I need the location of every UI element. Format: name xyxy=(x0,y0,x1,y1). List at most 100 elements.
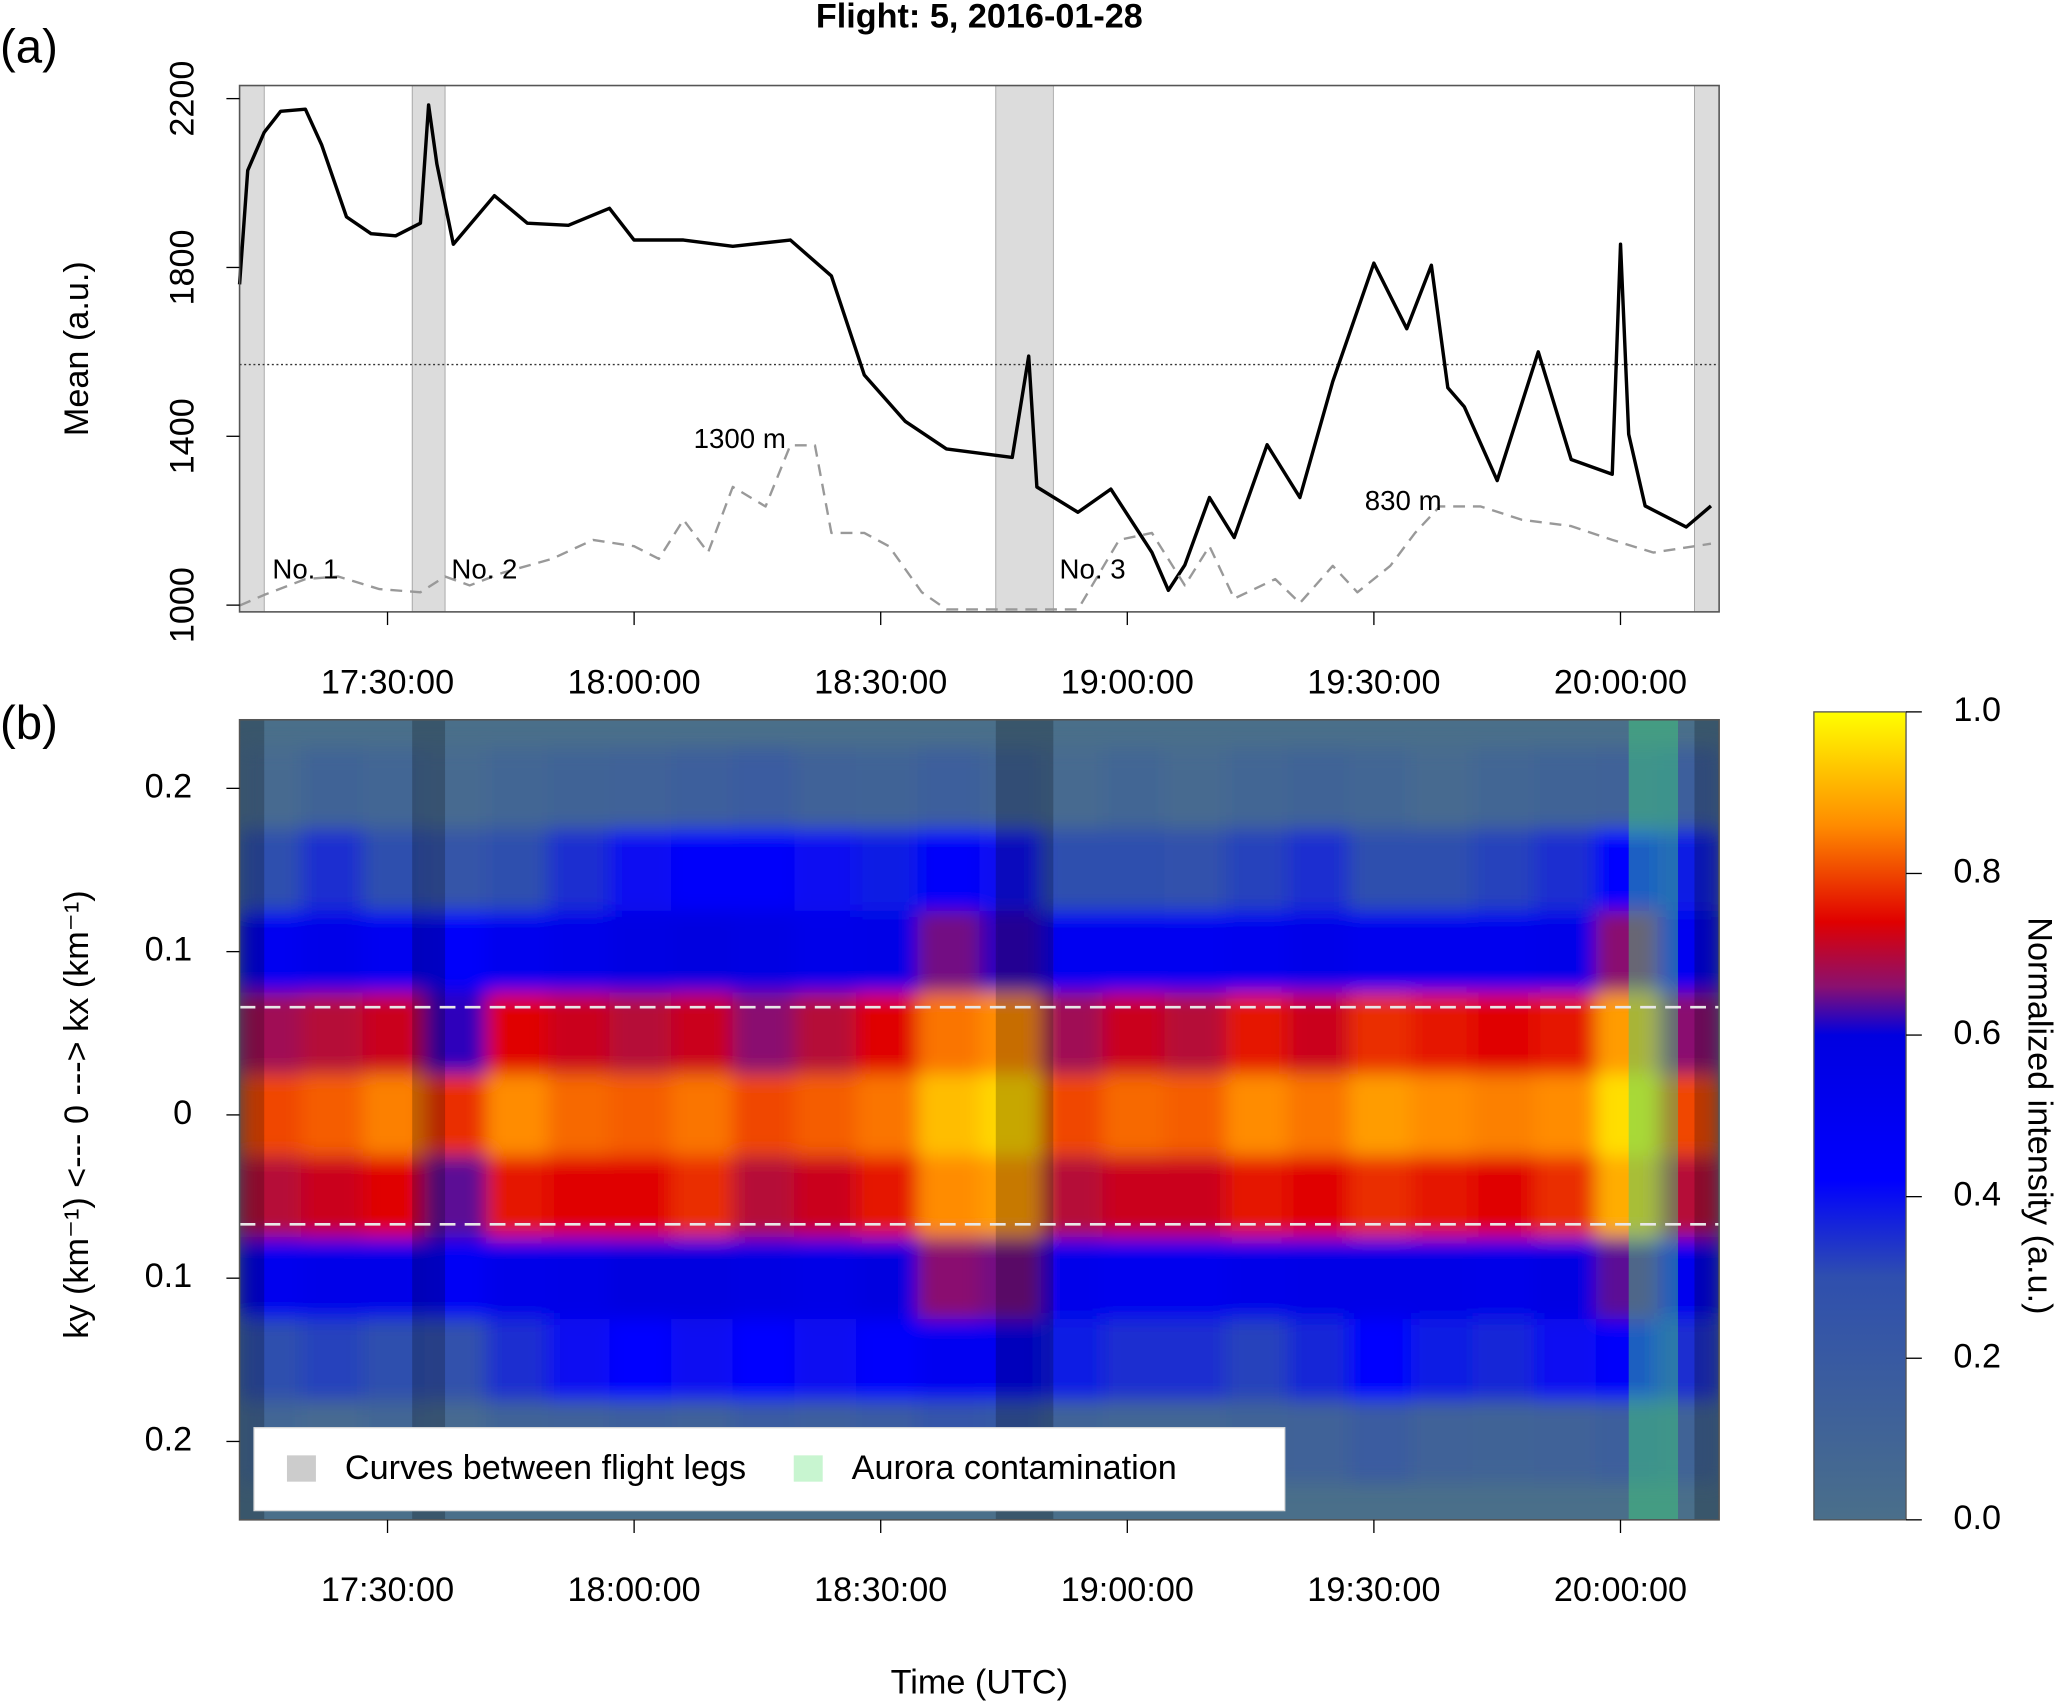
heatmap-cell xyxy=(547,1237,611,1320)
heatmap-cell xyxy=(1595,1400,1659,1483)
heatmap-cell xyxy=(547,747,611,830)
heatmap-cell xyxy=(671,1074,734,1157)
heatmap-cell xyxy=(609,1319,672,1402)
heatmap-cell xyxy=(979,747,1042,830)
heatmap-cell xyxy=(856,1237,919,1320)
heatmap-cell xyxy=(1534,910,1597,994)
heatmap-cell xyxy=(794,829,857,912)
heatmap-cell xyxy=(1287,1155,1350,1239)
heatmap-cell xyxy=(1102,829,1165,912)
heatmap-cell xyxy=(1164,1319,1227,1402)
heatmap-cell xyxy=(1595,1237,1659,1320)
heatmap-cell xyxy=(794,1155,857,1239)
heatmap-cell xyxy=(1102,1237,1165,1320)
y-axis-label: ky (km⁻¹) <--- 0 ---> kx (km⁻¹) xyxy=(58,890,96,1338)
x-tick-label: 19:00:00 xyxy=(1061,1571,1194,1609)
band xyxy=(239,719,265,1520)
heatmap-cell xyxy=(856,1074,919,1157)
heatmap-cell xyxy=(979,910,1042,994)
legend-swatch xyxy=(286,1455,316,1482)
heatmap-cell xyxy=(1472,1237,1535,1320)
colorbar-tick-label: 1.0 xyxy=(1953,691,2001,729)
heatmap-cell xyxy=(1287,747,1350,830)
legend-label: Aurora contamination xyxy=(852,1449,1177,1487)
heatmap-cell xyxy=(1102,910,1165,994)
heatmap-cell xyxy=(1657,1400,1720,1483)
heatmap-cell xyxy=(856,910,919,994)
heatmap-cell xyxy=(1040,1237,1104,1320)
heatmap-cell xyxy=(1472,992,1535,1075)
heatmap-cell xyxy=(1040,1319,1104,1402)
colorbar-tick-label: 0.4 xyxy=(1953,1176,2001,1214)
heatmap-cell xyxy=(1534,1155,1597,1239)
heatmap-cell xyxy=(732,1155,796,1239)
heatmap-cell xyxy=(424,1237,487,1320)
heatmap-cell xyxy=(1472,1074,1535,1157)
heatmap-cell xyxy=(1287,910,1350,994)
heatmap-cell xyxy=(362,1319,426,1402)
heatmap-cell xyxy=(1349,1400,1412,1483)
heatmap-cell xyxy=(794,1319,857,1402)
legend-box xyxy=(253,1427,1286,1512)
heatmap-cell xyxy=(979,992,1042,1075)
annotation: No. 3 xyxy=(1060,553,1126,584)
x-tick-label: 17:30:00 xyxy=(321,1571,454,1609)
heatmap-cell xyxy=(1472,829,1535,912)
heatmap-cell xyxy=(732,1237,796,1320)
heatmap-cell xyxy=(486,992,549,1075)
heatmap-cell xyxy=(486,1074,549,1157)
heatmap-cell xyxy=(1410,1319,1474,1402)
heatmap-cell xyxy=(301,1155,364,1239)
heatmap-cell xyxy=(239,747,302,830)
heatmap-cell xyxy=(1657,747,1720,830)
heatmap-cell xyxy=(794,910,857,994)
heatmap-cell xyxy=(362,1074,426,1157)
heatmap-cell xyxy=(301,829,364,912)
heatmap-cell xyxy=(1472,1400,1535,1483)
heatmap-cell xyxy=(1287,829,1350,912)
colorbar-tick-label: 0.8 xyxy=(1953,853,2001,891)
heatmap-cell xyxy=(794,1074,857,1157)
heatmap-cell xyxy=(1287,1319,1350,1402)
heatmap-cell xyxy=(917,1237,981,1320)
heatmap-cell xyxy=(1349,829,1412,912)
heatmap-cell xyxy=(1349,1074,1412,1157)
shaded-band xyxy=(239,85,265,613)
heatmap-cell xyxy=(301,992,364,1075)
heatmap-cell xyxy=(1657,1237,1720,1320)
heatmap-cell xyxy=(1102,747,1165,830)
y-tick-label: 1000 xyxy=(163,567,201,643)
heatmap-cell xyxy=(301,1074,364,1157)
heatmap-cell xyxy=(301,1319,364,1402)
heatmap-cell xyxy=(1102,1319,1165,1402)
y-tick-label: 0.1 xyxy=(145,1257,193,1295)
heatmap-cell xyxy=(362,1237,426,1320)
heatmap-cell xyxy=(979,1237,1042,1320)
heatmap-cell xyxy=(1040,910,1104,994)
x-tick-label: 18:30:00 xyxy=(814,663,947,701)
heatmap-cell xyxy=(547,1074,611,1157)
altitude-line xyxy=(239,444,1712,611)
heatmap-cell xyxy=(1164,829,1227,912)
heatmap-cell xyxy=(1410,1237,1474,1320)
heatmap-cell xyxy=(1349,992,1412,1075)
legend: Curves between flight legs Aurora contami… xyxy=(253,1427,1286,1512)
y-tick-label: 2200 xyxy=(163,61,201,137)
heatmap-cell xyxy=(1534,1074,1597,1157)
heatmap-cell xyxy=(1657,1319,1720,1402)
heatmap-cell xyxy=(1164,1155,1227,1239)
heatmap-cell xyxy=(917,1319,981,1402)
heatmap-cell xyxy=(671,1319,734,1402)
heatmap-cell xyxy=(1225,1237,1289,1320)
annotation: No. 2 xyxy=(451,553,517,584)
x-tick-label: 19:30:00 xyxy=(1307,663,1440,701)
legend-label: Curves between flight legs xyxy=(345,1449,746,1487)
heatmap-cell xyxy=(979,1155,1042,1239)
heatmap-cell xyxy=(1225,1155,1289,1239)
heatmap-cell xyxy=(1225,829,1289,912)
heatmap-cell xyxy=(424,910,487,994)
heatmap-cell xyxy=(1410,992,1474,1075)
heatmap-cell xyxy=(1164,1074,1227,1157)
heatmap-cell xyxy=(1472,910,1535,994)
